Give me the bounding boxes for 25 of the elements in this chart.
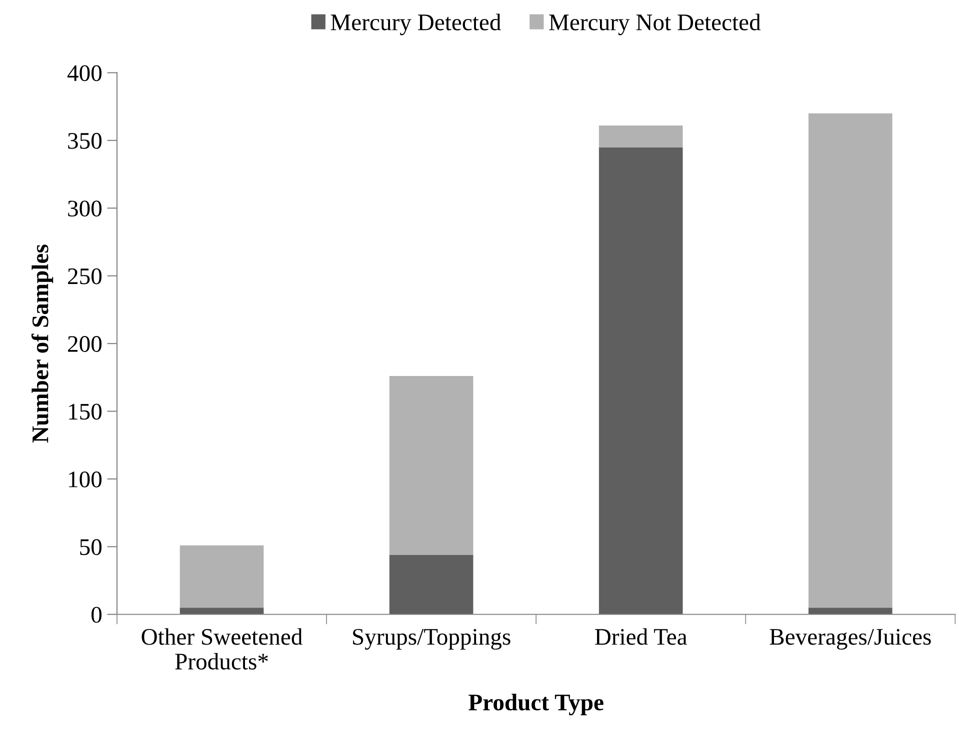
y-tick-label: 100 <box>69 471 102 488</box>
bar <box>808 113 892 608</box>
bar <box>389 376 474 555</box>
x-tick-label: Syrups/Toppings <box>353 628 510 650</box>
y-tick-label: 0 <box>92 606 102 623</box>
bar <box>598 147 683 614</box>
x-tick-label: Beverages/Juices <box>770 628 931 650</box>
y-axis-title: Number of Samples <box>31 244 54 443</box>
y-tick-label: 250 <box>68 268 102 284</box>
x-tick-label: Dried Tea <box>595 628 688 645</box>
bar <box>389 554 474 614</box>
x-axis-title: Product Type <box>468 694 604 716</box>
y-tick-label: 200 <box>68 336 102 352</box>
bar <box>808 608 892 614</box>
legend-label: Mercury Detected <box>330 14 501 36</box>
bar <box>180 545 264 608</box>
y-tick-label: 350 <box>68 132 102 149</box>
x-tick-label: Other Sweetened Products* <box>142 628 302 670</box>
bar <box>598 126 683 148</box>
y-tick-label: 150 <box>69 404 102 420</box>
y-tick-label: 300 <box>68 200 102 217</box>
y-tick-label: 50 <box>80 539 102 556</box>
legend-label: Mercury Not Detected <box>549 14 761 36</box>
bar <box>180 608 264 614</box>
y-tick-label: 400 <box>67 65 102 82</box>
